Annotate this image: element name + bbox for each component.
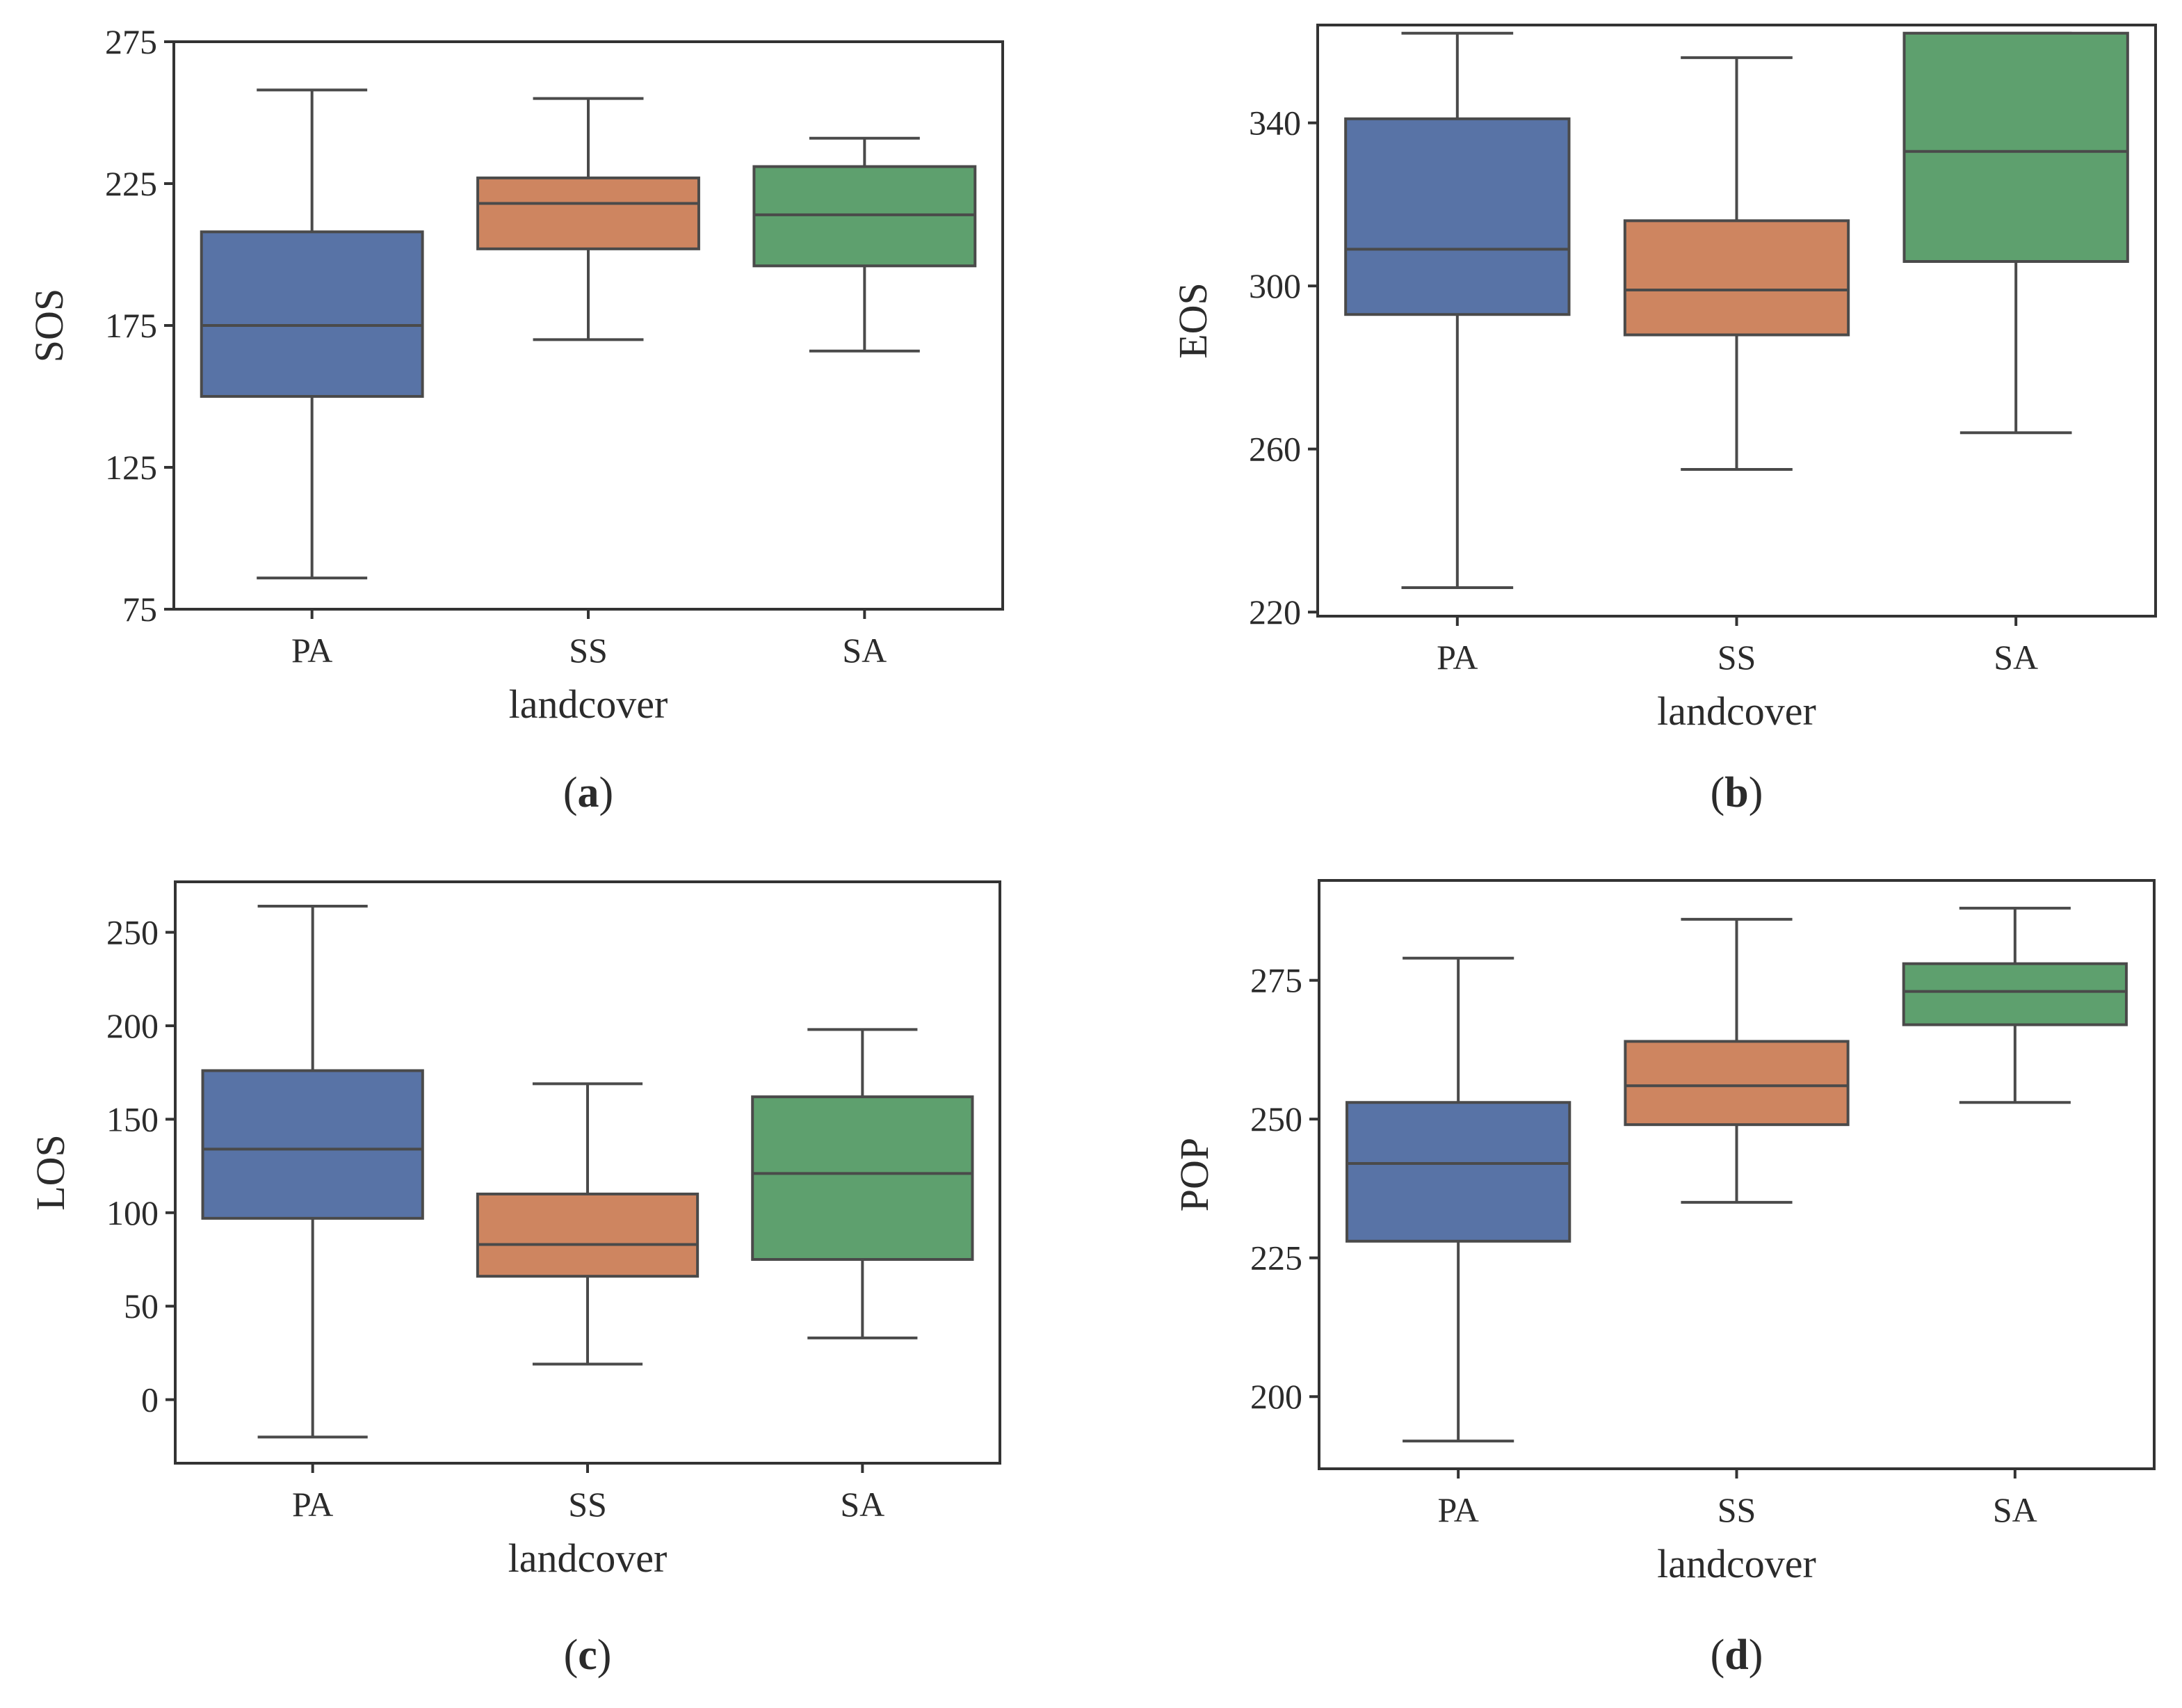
y-tick-label: 200	[1250, 1377, 1302, 1416]
y-tick-label: 225	[1250, 1239, 1302, 1278]
box-d-pa	[1345, 956, 1571, 1443]
x-tick-label: SS	[569, 631, 608, 670]
y-tick-label: 0	[141, 1380, 159, 1419]
x-axis-title: landcover	[508, 1536, 668, 1581]
x-axis-title: landcover	[509, 682, 668, 727]
x-tick-label: SS	[1718, 638, 1756, 677]
panel-label: (c)	[564, 1632, 612, 1679]
y-tick-label: 100	[106, 1193, 159, 1232]
iqr-box	[1902, 31, 2129, 263]
box-c-sa	[751, 1028, 974, 1339]
box-a-ss	[476, 97, 700, 341]
y-tick-label: 250	[1250, 1099, 1302, 1138]
box-c-ss	[476, 1082, 700, 1366]
x-tick-label: SA	[1993, 1490, 2037, 1529]
panel-label: (d)	[1711, 1632, 1763, 1679]
y-tick-label: 175	[105, 306, 157, 345]
y-tick-label: 200	[106, 1006, 159, 1045]
y-tick-label: 75	[122, 590, 157, 629]
y-tick-label: 260	[1249, 430, 1301, 469]
y-tick-label: 150	[106, 1099, 159, 1138]
x-tick-label: PA	[1437, 638, 1478, 677]
iqr-box	[752, 165, 977, 268]
box-b-pa	[1344, 31, 1571, 589]
panel-b: 220 260 300 340 PA SS SA landcover EOS (b)	[1170, 24, 2157, 816]
iqr-box	[1345, 1101, 1571, 1243]
panel-d: 200 225 250 275 PA SS SA landcover POP (d)	[1172, 879, 2156, 1679]
panel-label: (b)	[1711, 769, 1763, 816]
box-d-sa	[1902, 906, 2128, 1104]
box-a-pa	[200, 88, 424, 580]
y-axis-title: EOS	[1170, 282, 1215, 359]
y-tick-label: 275	[1250, 961, 1302, 1000]
x-tick-label: SS	[568, 1485, 607, 1524]
panel-a: 75 125 175 225 275 PA SS SA landcover SOS (a)	[26, 22, 1004, 816]
y-tick-label: 340	[1249, 104, 1301, 143]
panel-c: 0 50 100 150 200 250 PA SS SA landcover LOS (c)	[28, 880, 1001, 1679]
x-tick-label: SA	[840, 1485, 884, 1524]
y-axis-title: POP	[1172, 1138, 1217, 1211]
box-c-pa	[201, 904, 424, 1439]
y-tick-label: 50	[124, 1287, 159, 1326]
x-tick-label: PA	[292, 1485, 333, 1524]
iqr-box	[1623, 219, 1850, 337]
y-tick-label: 250	[106, 913, 159, 952]
iqr-box	[476, 176, 700, 250]
y-tick-label: 300	[1249, 266, 1301, 305]
iqr-box	[201, 1069, 424, 1220]
x-tick-label: SA	[1994, 638, 2038, 677]
iqr-box	[1344, 117, 1571, 316]
y-axis-title: LOS	[28, 1134, 73, 1211]
box-b-sa	[1902, 31, 2129, 435]
x-axis-title: landcover	[1657, 688, 1816, 734]
y-tick-label: 220	[1249, 593, 1301, 631]
iqr-box	[476, 1192, 700, 1278]
x-tick-label: SS	[1718, 1490, 1756, 1529]
box-a-sa	[752, 136, 977, 353]
x-tick-label: PA	[1438, 1490, 1479, 1529]
iqr-box	[1624, 1040, 1850, 1127]
x-tick-label: PA	[291, 631, 332, 670]
iqr-box	[200, 230, 424, 398]
box-b-ss	[1623, 56, 1850, 471]
box-d-ss	[1624, 917, 1850, 1204]
y-tick-label: 225	[105, 164, 157, 203]
x-axis-title: landcover	[1657, 1541, 1816, 1586]
y-tick-label: 275	[105, 22, 157, 61]
x-tick-label: SA	[842, 631, 887, 670]
panel-label: (a)	[563, 769, 613, 816]
y-axis-title: SOS	[26, 289, 72, 362]
y-tick-label: 125	[105, 448, 157, 487]
iqr-box	[1902, 962, 2128, 1026]
iqr-box	[751, 1095, 974, 1261]
